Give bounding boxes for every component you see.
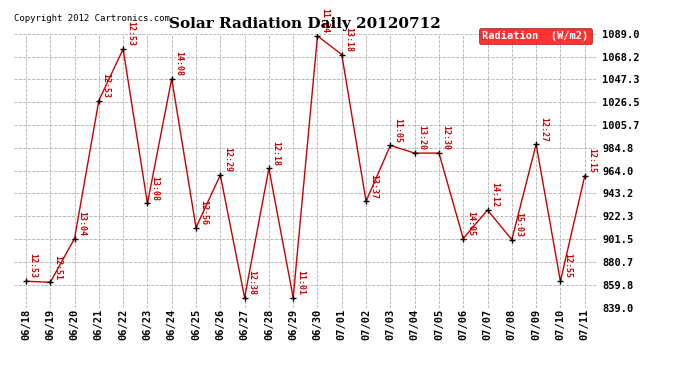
Text: Copyright 2012 Cartronics.com: Copyright 2012 Cartronics.com bbox=[14, 14, 170, 23]
Text: 12:53: 12:53 bbox=[101, 73, 110, 98]
Title: Solar Radiation Daily 20120712: Solar Radiation Daily 20120712 bbox=[170, 17, 441, 31]
Text: 12:55: 12:55 bbox=[563, 254, 572, 279]
Text: 12:30: 12:30 bbox=[442, 125, 451, 150]
Text: 13:20: 13:20 bbox=[417, 125, 426, 150]
Text: 11:24: 11:24 bbox=[320, 8, 329, 33]
Text: 12:53: 12:53 bbox=[126, 21, 135, 46]
Text: 13:08: 13:08 bbox=[150, 176, 159, 201]
Text: 14:12: 14:12 bbox=[491, 182, 500, 207]
Text: 12:38: 12:38 bbox=[248, 270, 257, 295]
Text: 14:05: 14:05 bbox=[466, 211, 475, 236]
Text: 14:08: 14:08 bbox=[175, 51, 184, 76]
Text: 12:29: 12:29 bbox=[223, 147, 232, 172]
Text: 12:56: 12:56 bbox=[199, 200, 208, 225]
Text: 12:15: 12:15 bbox=[587, 148, 596, 173]
Text: 15:03: 15:03 bbox=[515, 212, 524, 237]
Text: 12:27: 12:27 bbox=[539, 117, 548, 142]
Text: 11:01: 11:01 bbox=[296, 270, 305, 295]
Legend: Radiation  (W/m2): Radiation (W/m2) bbox=[479, 28, 591, 44]
Text: 13:04: 13:04 bbox=[77, 211, 86, 236]
Text: 11:05: 11:05 bbox=[393, 118, 402, 142]
Text: 12:53: 12:53 bbox=[29, 254, 38, 279]
Text: 12:51: 12:51 bbox=[53, 255, 62, 279]
Text: 13:37: 13:37 bbox=[369, 174, 378, 198]
Text: 13:18: 13:18 bbox=[344, 27, 353, 52]
Text: 12:18: 12:18 bbox=[272, 141, 281, 166]
